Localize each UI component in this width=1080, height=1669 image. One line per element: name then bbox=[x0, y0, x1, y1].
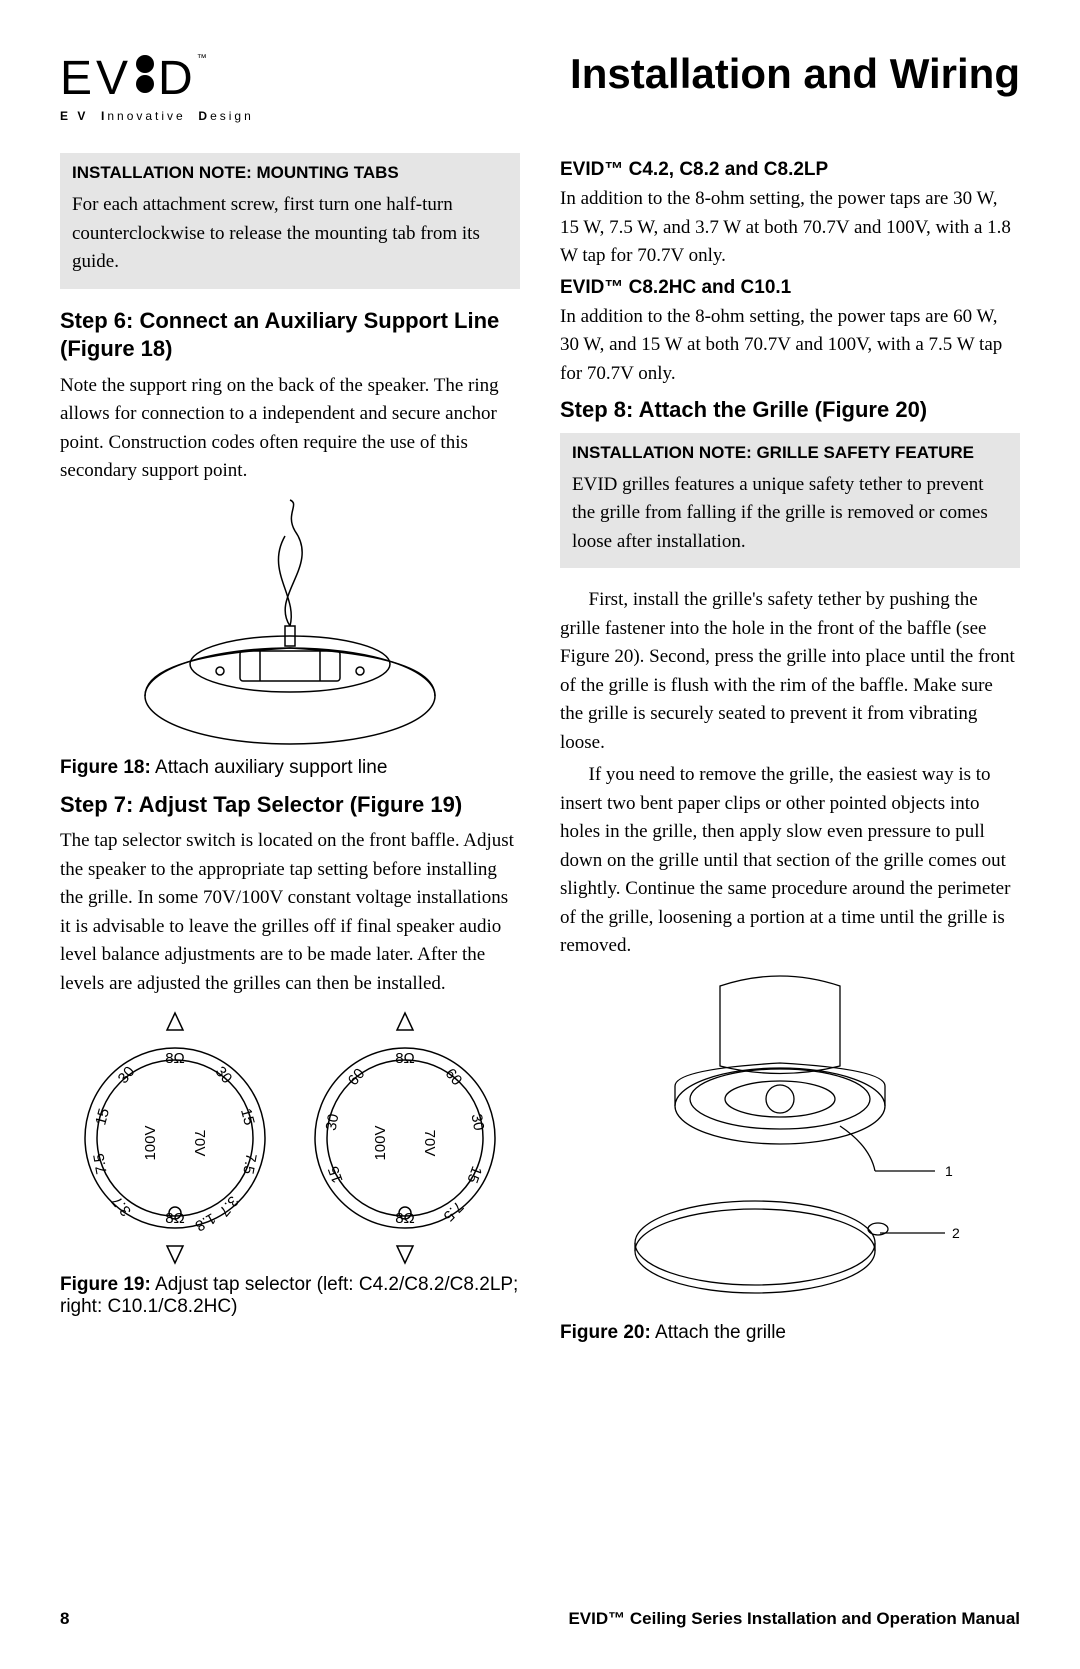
svg-text:70V: 70V bbox=[191, 1130, 208, 1157]
figure-19: 8Ω 30 15 7.5 3.7 30 15 7.5 3.7 1.8 8Ω 10… bbox=[60, 1008, 520, 1268]
model2-heading: EVID™ C8.2HC and C10.1 bbox=[560, 277, 1020, 299]
svg-text:8Ω: 8Ω bbox=[395, 1050, 415, 1067]
note-body: For each attachment screw, first turn on… bbox=[72, 191, 508, 277]
svg-text:30: 30 bbox=[115, 1064, 139, 1088]
model1-heading: EVID™ C4.2, C8.2 and C8.2LP bbox=[560, 159, 1020, 181]
svg-text:7.5: 7.5 bbox=[440, 1198, 467, 1225]
step8-p1: First, install the grille's safety tethe… bbox=[560, 586, 1020, 757]
figure-20: 1 2 bbox=[560, 971, 1020, 1316]
svg-text:100V: 100V bbox=[142, 1126, 159, 1161]
logo-tm: ™ bbox=[197, 53, 211, 64]
svg-text:2: 2 bbox=[952, 1225, 960, 1241]
model2-body: In addition to the 8-ohm setting, the po… bbox=[560, 303, 1020, 389]
page-footer: 8 EVID™ Ceiling Series Installation and … bbox=[60, 1609, 1020, 1629]
svg-text:15: 15 bbox=[237, 1107, 258, 1128]
svg-text:70V: 70V bbox=[421, 1130, 438, 1157]
step6-body: Note the support ring on the back of the… bbox=[60, 372, 520, 486]
content-columns: INSTALLATION NOTE: MOUNTING TABS For eac… bbox=[60, 153, 1020, 1356]
note-title: INSTALLATION NOTE: MOUNTING TABS bbox=[72, 163, 508, 183]
model1-body: In addition to the 8-ohm setting, the po… bbox=[560, 185, 1020, 271]
svg-text:3.7: 3.7 bbox=[108, 1193, 134, 1220]
fig18-text: Attach auxiliary support line bbox=[151, 757, 388, 778]
svg-text:8Ω: 8Ω bbox=[395, 1210, 415, 1227]
fig19-label: Figure 19: bbox=[60, 1274, 151, 1295]
note2-body: EVID grilles features a unique safety te… bbox=[572, 471, 1008, 557]
note-mounting-tabs: INSTALLATION NOTE: MOUNTING TABS For eac… bbox=[60, 153, 520, 289]
fig18-label: Figure 18: bbox=[60, 757, 151, 778]
tagline-d: D bbox=[198, 109, 210, 123]
figure-18-caption: Figure 18: Attach auxiliary support line bbox=[60, 757, 520, 779]
logo: EVD™ E V Innovative Design bbox=[60, 50, 254, 123]
svg-text:30: 30 bbox=[468, 1113, 488, 1132]
svg-text:30: 30 bbox=[212, 1064, 236, 1088]
tap-dial-left-icon: 8Ω 30 15 7.5 3.7 30 15 7.5 3.7 1.8 8Ω 10… bbox=[75, 1008, 275, 1268]
step7-body: The tap selector switch is located on th… bbox=[60, 827, 520, 998]
fig20-text: Attach the grille bbox=[651, 1322, 786, 1343]
step8-p2: If you need to remove the grille, the ea… bbox=[560, 761, 1020, 961]
figure-18 bbox=[60, 496, 520, 751]
tagline-ev: E V bbox=[60, 109, 88, 123]
tagline-design: esign bbox=[210, 109, 254, 123]
svg-text:30: 30 bbox=[323, 1113, 343, 1132]
page-number: 8 bbox=[60, 1609, 69, 1629]
svg-text:7.5: 7.5 bbox=[239, 1152, 259, 1175]
step6-heading: Step 6: Connect an Auxiliary Support Lin… bbox=[60, 307, 520, 364]
logo-tagline: E V Innovative Design bbox=[60, 109, 254, 123]
note2-title: INSTALLATION NOTE: GRILLE SAFETY FEATURE bbox=[572, 443, 1008, 463]
tap-dial-right-icon: 8Ω 60 30 15 60 30 15 7.5 8Ω 100V 70V bbox=[305, 1008, 505, 1268]
step8-heading: Step 8: Attach the Grille (Figure 20) bbox=[560, 396, 1020, 425]
left-column: INSTALLATION NOTE: MOUNTING TABS For eac… bbox=[60, 153, 520, 1356]
logo-dots-icon bbox=[134, 52, 156, 96]
svg-text:15: 15 bbox=[92, 1107, 113, 1128]
svg-text:100V: 100V bbox=[372, 1126, 389, 1161]
footer-title: EVID™ Ceiling Series Installation and Op… bbox=[568, 1609, 1020, 1629]
figure-19-caption: Figure 19: Adjust tap selector (left: C4… bbox=[60, 1274, 520, 1318]
figure-20-caption: Figure 20: Attach the grille bbox=[560, 1322, 1020, 1344]
fig20-label: Figure 20: bbox=[560, 1322, 651, 1343]
logo-wordmark: EVD™ bbox=[60, 50, 254, 103]
right-column: EVID™ C4.2, C8.2 and C8.2LP In addition … bbox=[560, 153, 1020, 1356]
page-header: EVD™ E V Innovative Design Installation … bbox=[60, 50, 1020, 123]
svg-text:7.5: 7.5 bbox=[90, 1152, 110, 1175]
note-grille-safety: INSTALLATION NOTE: GRILLE SAFETY FEATURE… bbox=[560, 433, 1020, 569]
svg-text:15: 15 bbox=[325, 1164, 347, 1185]
svg-text:8Ω: 8Ω bbox=[165, 1050, 185, 1067]
step7-heading: Step 7: Adjust Tap Selector (Figure 19) bbox=[60, 791, 520, 820]
svg-text:3.7: 3.7 bbox=[215, 1193, 241, 1220]
svg-text:1: 1 bbox=[945, 1163, 953, 1179]
svg-text:15: 15 bbox=[463, 1164, 485, 1185]
tagline-innovative: nnovative bbox=[107, 109, 185, 123]
page-title: Installation and Wiring bbox=[570, 50, 1020, 98]
svg-text:8Ω: 8Ω bbox=[165, 1210, 185, 1227]
